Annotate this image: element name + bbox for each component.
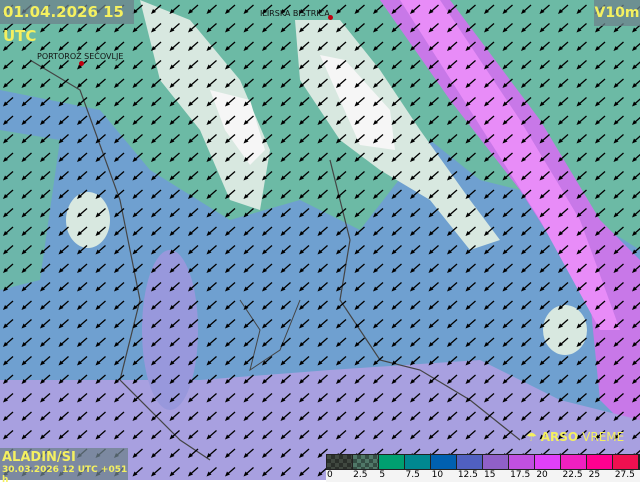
model-name: ALADIN/SI: [2, 450, 76, 465]
legend-bar: [326, 454, 640, 470]
city-label: ILIRSKA BISTRICA: [260, 9, 330, 18]
forecast-datetime: 01.04.2026 15 UTC: [0, 0, 134, 45]
model-run: 30.03.2026 12 UTC +051 h: [2, 465, 128, 485]
legend-label: 25: [588, 470, 601, 480]
legend-swatch: [327, 455, 353, 469]
legend-swatch: [483, 455, 509, 469]
logo-light: VREME: [582, 430, 625, 444]
logo-bold: ARSO: [540, 430, 579, 444]
legend-swatch: [561, 455, 587, 469]
parameter-label: V10m: [594, 0, 640, 26]
legend-swatch: [431, 455, 457, 469]
legend-swatch: [587, 455, 613, 469]
legend-label: 10: [431, 470, 444, 480]
legend-label: 0: [327, 470, 333, 480]
city-marker: [328, 15, 333, 20]
legend-label: 17.5: [510, 470, 531, 480]
legend-label: 5: [379, 470, 386, 480]
city-label: PORTOROŽ SEČOVLJE: [37, 52, 124, 61]
city-marker: [79, 61, 84, 66]
arso-logo: ☂ ARSO VREME: [526, 430, 624, 444]
legend-swatch: [353, 455, 379, 469]
legend-label: 2.5: [353, 470, 368, 480]
legend-label: 15: [484, 470, 496, 480]
legend-swatch: [457, 455, 483, 469]
legend-swatch: [509, 455, 535, 469]
legend-label: 22.5: [562, 470, 583, 480]
legend-swatch: [535, 455, 561, 469]
legend-label: 20: [536, 470, 548, 480]
legend-label: 7.5: [405, 470, 420, 480]
color-legend: 0 2.5 5 7.5 10 12.5 15 17.5 20 22.5 25 27.5: [326, 454, 640, 482]
model-info: ALADIN/SI 30.03.2026 12 UTC +051 h: [0, 448, 128, 485]
legend-swatch: [613, 455, 639, 469]
legend-swatch: [379, 455, 405, 469]
legend-label: 27.5: [614, 470, 635, 480]
legend-labels: 0 2.5 5 7.5 10 12.5 15 17.5 20 22.5 25 27.5: [326, 470, 640, 482]
legend-label: 12.5: [457, 470, 478, 480]
legend-swatch: [405, 455, 431, 469]
umbrella-icon: ☂: [526, 430, 537, 444]
